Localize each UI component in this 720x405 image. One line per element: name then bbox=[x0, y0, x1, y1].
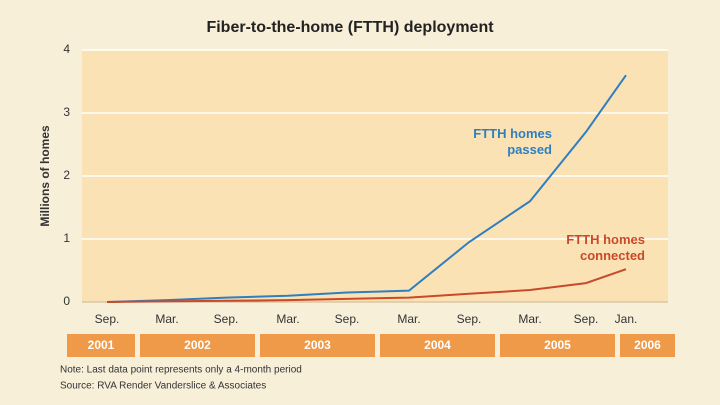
year-box bbox=[500, 334, 615, 357]
year-label: 2006 bbox=[634, 338, 661, 352]
year-box bbox=[67, 334, 135, 357]
x-tick-label: Sep. bbox=[214, 312, 239, 326]
note: Source: RVA Render Vanderslice & Associa… bbox=[60, 381, 266, 392]
year-box bbox=[260, 334, 375, 357]
x-tick-label: Jan. bbox=[615, 312, 638, 326]
x-tick-label: Mar. bbox=[397, 312, 420, 326]
year-label: 2001 bbox=[88, 338, 115, 352]
year-label: 2005 bbox=[544, 338, 571, 352]
series-annotation: FTTH homes passed bbox=[473, 126, 552, 157]
y-tick-label: 2 bbox=[63, 168, 70, 182]
x-tick-label: Mar. bbox=[518, 312, 541, 326]
x-tick-label: Sep. bbox=[457, 312, 482, 326]
year-box bbox=[140, 334, 255, 357]
y-axis-label: Millions of homes bbox=[38, 125, 52, 227]
year-label: 2003 bbox=[304, 338, 331, 352]
y-tick-label: 3 bbox=[63, 105, 70, 119]
x-tick-label: Sep. bbox=[574, 312, 599, 326]
y-tick-label: 0 bbox=[63, 294, 70, 308]
series-line bbox=[106, 268, 627, 303]
series-line bbox=[106, 74, 627, 303]
x-tick-label: Mar. bbox=[276, 312, 299, 326]
year-box bbox=[620, 334, 675, 357]
series-annotation: FTTH homes connected bbox=[566, 232, 645, 263]
year-label: 2004 bbox=[424, 338, 451, 352]
x-tick-label: Sep. bbox=[95, 312, 120, 326]
year-box bbox=[380, 334, 495, 357]
chart-title: Fiber-to-the-home (FTTH) deployment bbox=[206, 19, 494, 36]
x-tick-label: Sep. bbox=[335, 312, 360, 326]
y-tick-label: 1 bbox=[63, 231, 70, 245]
x-tick-label: Mar. bbox=[155, 312, 178, 326]
y-tick-label: 4 bbox=[63, 42, 70, 56]
year-label: 2002 bbox=[184, 338, 211, 352]
note: Note: Last data point represents only a … bbox=[60, 365, 302, 376]
